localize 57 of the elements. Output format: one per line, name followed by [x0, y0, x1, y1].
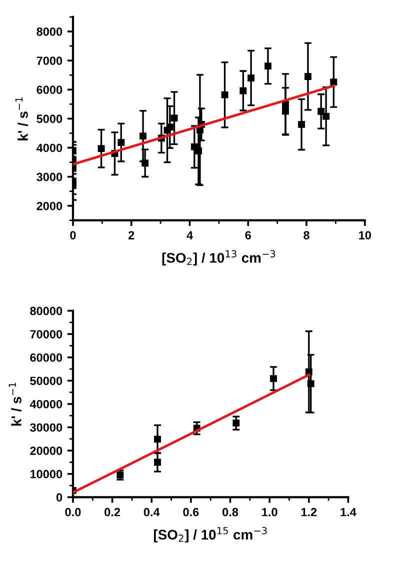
point — [248, 74, 255, 82]
y-tick-label: 3000 — [36, 172, 62, 182]
x-tick-label: 0.6 — [183, 508, 199, 516]
x-axis-title: [SO$_{2}$] / 10$^{15}$ cm$^{−3}$ — [154, 526, 267, 542]
y-tick-label: 60000 — [30, 353, 62, 362]
point — [270, 375, 277, 382]
y-tick-label: 2000 — [36, 202, 62, 210]
point — [330, 78, 338, 86]
point — [240, 87, 247, 94]
y-tick-label: 30000 — [30, 423, 62, 432]
x-tick-label: 1.4 — [340, 508, 356, 516]
point — [304, 73, 312, 80]
point — [232, 420, 240, 427]
point — [154, 436, 161, 443]
point — [98, 145, 105, 152]
point — [170, 114, 178, 122]
y-tick-label: 70000 — [30, 330, 62, 338]
x-tick-label: 0.4 — [144, 508, 160, 516]
y-tick-label: 40000 — [30, 400, 62, 408]
y-tick-label: 10000 — [30, 470, 62, 478]
y-tick-label: 20000 — [30, 446, 62, 455]
x-tick-label: 0.2 — [104, 508, 120, 516]
point — [322, 112, 330, 120]
point — [318, 108, 325, 115]
y-tick-label: 0 — [56, 493, 62, 502]
point — [166, 124, 174, 131]
point — [118, 139, 125, 146]
point — [140, 132, 147, 140]
x-tick-label: 1.0 — [262, 508, 278, 516]
point — [264, 62, 272, 70]
point — [154, 458, 161, 466]
y-axis-title: k' / s$^{−1}$ — [15, 97, 28, 140]
x-tick-label: 10 — [359, 231, 371, 240]
x-tick-label: 6 — [245, 231, 251, 240]
y-tick-label: 80000 — [30, 306, 62, 316]
point — [305, 368, 312, 376]
y-tick-label: 50000 — [30, 376, 62, 386]
point — [116, 472, 124, 479]
point — [298, 120, 306, 128]
point — [282, 108, 289, 115]
x-tick-label: 2 — [128, 231, 134, 240]
y-axis-title: k' / s$^{−1}$ — [8, 382, 22, 426]
y-tick-label: 8000 — [36, 28, 62, 36]
x-tick-label: 1.2 — [301, 508, 317, 516]
y-tick-label: 6000 — [36, 86, 62, 94]
y-tick-label: 5000 — [36, 114, 62, 124]
x-tick-label: 0.8 — [222, 508, 238, 516]
x-tick-label: 4 — [186, 231, 193, 240]
y-tick-label: 4000 — [36, 144, 62, 152]
y-tick-label: 7000 — [36, 56, 62, 65]
point — [195, 147, 202, 154]
x-axis-title: [SO$_{2}$] / 10$^{13}$ cm$^{−3}$ — [162, 250, 276, 266]
x-tick-label: 0.0 — [65, 508, 81, 516]
point — [307, 380, 314, 388]
point — [221, 91, 228, 98]
x-tick-label: 8 — [304, 231, 310, 240]
x-tick-label: 0 — [70, 231, 76, 240]
